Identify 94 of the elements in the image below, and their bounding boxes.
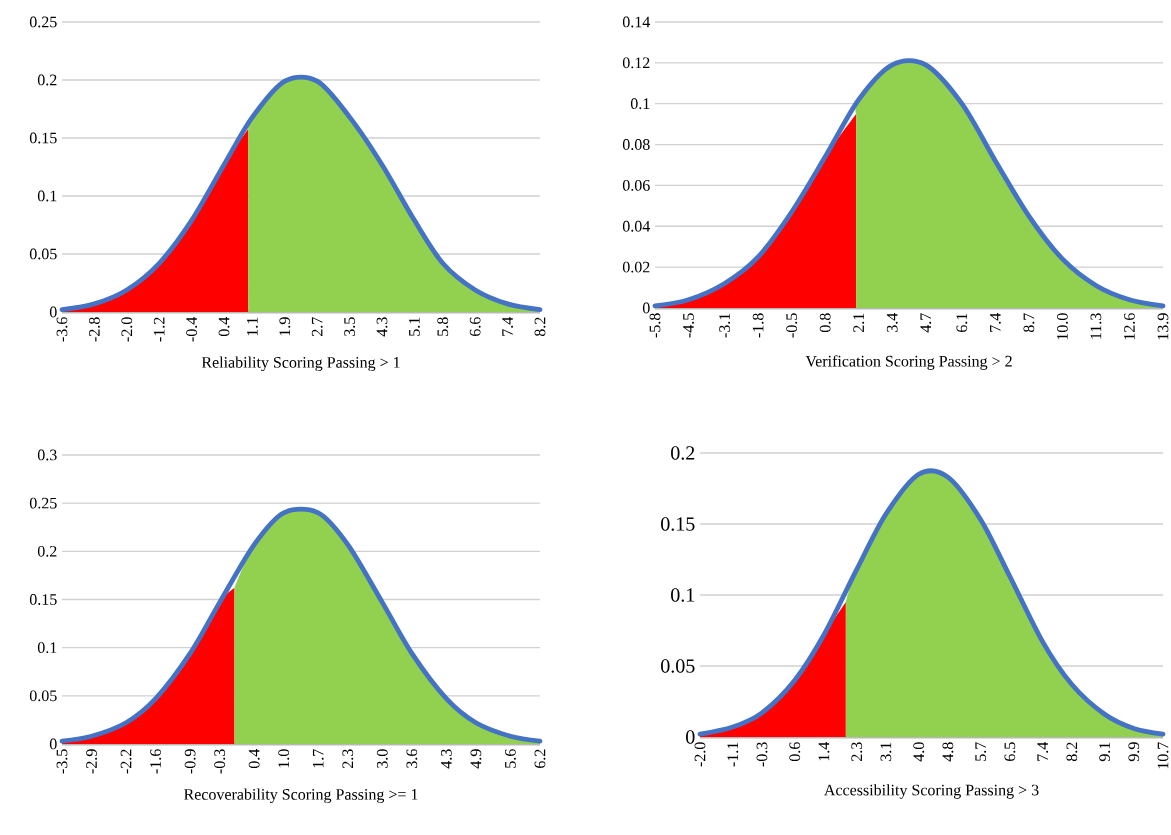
y-tick-label: 0.1: [37, 190, 57, 202]
x-tick-label: -4.5: [683, 313, 694, 338]
y-tick-label: 0.1: [37, 642, 57, 654]
y-tick-label: 0.05: [29, 690, 57, 702]
x-tick-label: 3.4: [886, 312, 898, 332]
x-tick-label: 10.7: [1157, 742, 1169, 769]
x-axis-title: Accessibility Scoring Passing > 3: [824, 784, 1039, 799]
x-tick-label: 7.4: [502, 316, 513, 336]
x-tick-label: 2.3: [851, 742, 863, 761]
x-tick-label: 1.0: [278, 749, 290, 768]
x-tick-label: 5.7: [975, 742, 987, 761]
x-tick-label: 9.9: [1128, 742, 1140, 762]
x-tick-label: 6.2: [534, 749, 546, 769]
y-tick-label: 0.3: [37, 449, 57, 461]
x-tick-label: 4.3: [376, 317, 388, 337]
x-tick-label: 0.8: [819, 313, 831, 333]
x-tick-label: 7.4: [990, 312, 1001, 332]
x-tick-label: -5.8: [649, 313, 661, 338]
x-tick-label: 8.7: [1023, 313, 1035, 333]
x-tick-label: 6.6: [469, 317, 481, 337]
x-tick-label: 6.1: [956, 313, 968, 333]
y-tick-label: 0: [49, 738, 57, 750]
x-tick-label: -2.0: [694, 742, 706, 767]
x-tick-label: -2.0: [121, 317, 133, 342]
x-tick-label: 2.7: [311, 317, 323, 336]
x-tick-label: -2.2: [120, 749, 132, 774]
y-tick-label: 0.15: [661, 517, 695, 531]
x-tick-label: 4.3: [440, 749, 452, 769]
x-tick-label: 11.3: [1090, 313, 1102, 339]
y-tick-label: 0.25: [29, 497, 57, 509]
x-tick-label: 0.4: [248, 748, 260, 769]
x-tick-label: -3.6: [56, 317, 68, 342]
y-tick-label: 0.05: [29, 248, 57, 260]
y-tick-label: 0.15: [29, 132, 57, 144]
y-tick-label: 0.14: [622, 16, 651, 28]
x-tick-label: 13.9: [1157, 313, 1169, 340]
x-tick-label: -0.4: [186, 316, 198, 342]
x-tick-label: 5.1: [409, 317, 420, 336]
x-tick-label: 6.5: [1004, 742, 1016, 762]
x-tick-label: 5.6: [505, 749, 516, 768]
y-tick-label: 0.08: [622, 139, 650, 150]
x-tick-label: -1.8: [752, 313, 764, 338]
x-tick-label: 2.1: [853, 313, 865, 332]
y-tick-label: 0.1: [671, 588, 695, 602]
y-tick-label: 0: [686, 730, 695, 744]
x-tick-label: -0.3: [756, 742, 768, 767]
y-tick-label: 0.15: [29, 594, 57, 605]
y-tick-label: 0.1: [630, 98, 650, 110]
x-tick-label: -1.1: [727, 742, 739, 767]
x-tick-label: 3.0: [376, 749, 388, 768]
x-tick-label: 0.6: [789, 742, 801, 762]
x-tick-label: -1.6: [150, 749, 162, 774]
x-tick-label: -2.9: [86, 749, 97, 774]
x-axis-title: Recoverability Scoring Passing >= 1: [184, 788, 418, 804]
x-tick-label: 7.4: [1037, 741, 1049, 761]
y-tick-label: 0.2: [37, 545, 57, 557]
x-tick-label: 3.6: [406, 749, 418, 768]
x-tick-label: 4.9: [470, 749, 482, 769]
y-tick-label: 0.25: [29, 16, 57, 28]
x-tick-label: 0.4: [218, 316, 230, 337]
y-tick-label: 0.06: [622, 179, 650, 191]
x-tick-label: 1.4: [818, 741, 830, 761]
x-tick-label: 1.9: [279, 317, 291, 336]
x-tick-label: -3.5: [56, 749, 68, 774]
x-tick-label: -0.3: [214, 749, 226, 774]
y-tick-label: 0.02: [622, 261, 650, 273]
x-tick-label: 2.3: [342, 749, 354, 768]
x-tick-label: 3.5: [344, 317, 356, 336]
x-tick-label: -3.1: [719, 313, 731, 338]
x-axis-title: Reliability Scoring Passing > 1: [201, 356, 400, 372]
x-tick-label: 12.6: [1124, 313, 1135, 340]
x-axis-title: Verification Scoring Passing > 2: [805, 355, 1012, 370]
y-tick-label: 0: [49, 306, 57, 318]
x-tick-label: 4.8: [942, 742, 954, 762]
x-tick-label: 5.8: [437, 317, 449, 336]
y-tick-label: 0.04: [622, 220, 651, 232]
x-tick-label: 4.0: [913, 742, 925, 762]
y-tick-label: 0.12: [622, 57, 650, 69]
y-tick-label: 0.2: [37, 74, 57, 86]
y-tick-label: 0.05: [661, 659, 695, 673]
x-tick-label: -0.5: [786, 313, 798, 338]
x-tick-label: -1.2: [153, 317, 165, 342]
x-tick-label: 8.2: [534, 317, 546, 337]
x-tick-label: 10.0: [1057, 313, 1068, 340]
x-tick-label: 3.1: [880, 742, 892, 761]
x-tick-label: -2.8: [88, 317, 100, 342]
x-tick-label: 8.2: [1066, 742, 1078, 762]
x-tick-label: 1.1: [247, 317, 258, 336]
y-tick-label: 0: [642, 302, 650, 314]
x-tick-label: 1.7: [312, 749, 324, 768]
x-tick-label: 4.7: [920, 313, 932, 333]
x-tick-label: -0.9: [184, 749, 196, 774]
y-tick-label: 0.2: [671, 446, 695, 460]
x-tick-label: 9.1: [1099, 742, 1111, 762]
